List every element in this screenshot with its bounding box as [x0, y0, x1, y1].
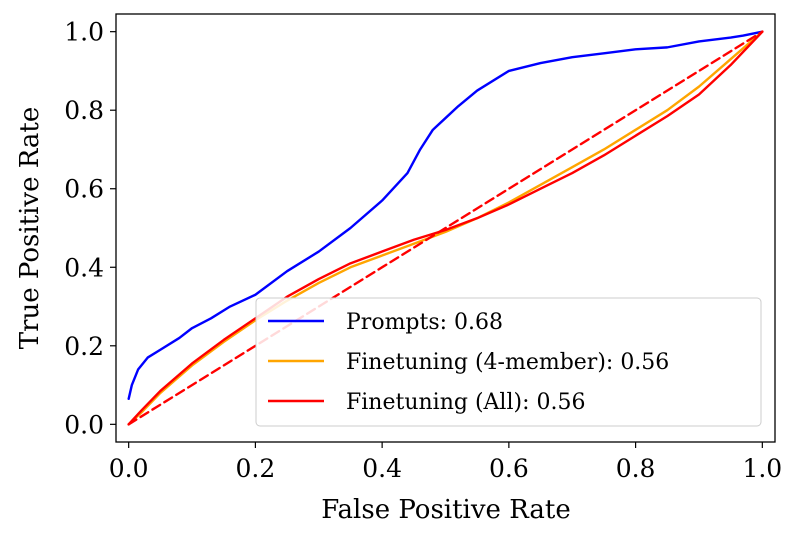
y-tick-label: 0.0	[64, 410, 104, 439]
x-tick-label: 0.6	[489, 454, 529, 483]
x-tick-label: 0.0	[109, 454, 149, 483]
y-tick-label: 0.8	[64, 96, 104, 125]
legend-label-finetuning-4-member: Finetuning (4-member): 0.56	[346, 350, 669, 375]
y-axis-label: True Positive Rate	[15, 107, 45, 350]
legend-box	[255, 297, 762, 427]
chance-diagonal-line	[127, 30, 764, 426]
finetuning-all-curve	[127, 30, 764, 426]
x-axis-ticks: 0.0 0.2 0.4 0.6 0.8 1.0	[109, 442, 782, 483]
x-tick-label: 0.2	[236, 454, 276, 483]
x-tick-label: 0.4	[362, 454, 402, 483]
curve-layer	[127, 30, 764, 426]
legend-label-finetuning-all: Finetuning (All): 0.56	[346, 390, 585, 415]
y-tick-label: 1.0	[64, 18, 104, 47]
prompts-curve	[127, 30, 764, 401]
legend: Prompts: 0.68 Finetuning (4-member): 0.5…	[255, 297, 762, 427]
y-tick-label: 0.2	[64, 332, 104, 361]
x-tick-label: 0.8	[616, 454, 656, 483]
y-axis-ticks: 0.0 0.2 0.4 0.6 0.8 1.0	[64, 18, 116, 439]
y-tick-label: 0.4	[64, 253, 104, 282]
legend-label-prompts: Prompts: 0.68	[346, 310, 503, 335]
y-tick-label: 0.6	[64, 175, 104, 204]
x-axis-label: False Positive Rate	[321, 495, 570, 525]
x-tick-label: 1.0	[742, 454, 782, 483]
plot-frame	[115, 13, 776, 443]
